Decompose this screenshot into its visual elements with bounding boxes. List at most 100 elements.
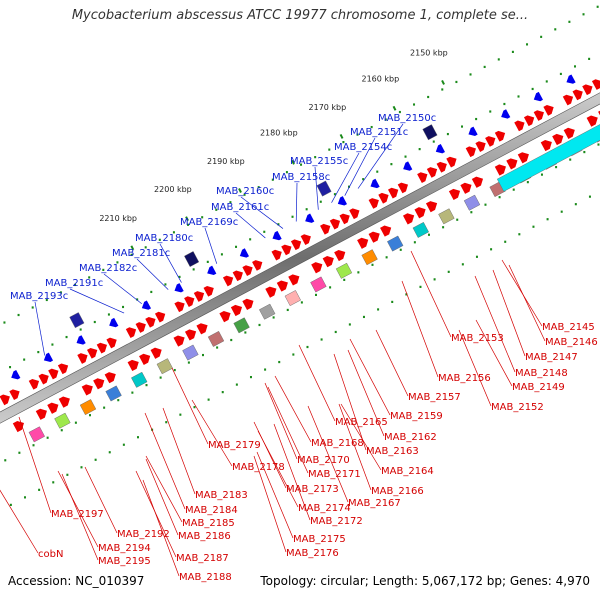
forward-gene — [154, 311, 166, 323]
tick-dot — [3, 321, 6, 324]
reverse-gene — [337, 196, 348, 206]
tick-dot — [376, 170, 379, 173]
tick-dot — [150, 290, 153, 294]
feature-block — [182, 344, 199, 361]
feature-block — [207, 331, 225, 347]
tick-dot — [526, 43, 529, 46]
tick-dot — [215, 208, 218, 211]
label-leader — [338, 403, 372, 491]
forward-gene — [552, 133, 564, 146]
gene-arrow — [468, 126, 478, 136]
features-layer — [0, 74, 600, 443]
tick-dot — [263, 230, 266, 233]
label-leader — [162, 407, 196, 495]
forward-gene — [465, 146, 476, 158]
tick-dot — [193, 406, 196, 409]
forward-gene-label: MAB_2187 — [176, 553, 229, 564]
tick-dot — [45, 298, 48, 302]
major-tick — [238, 188, 242, 193]
tick-dot — [385, 256, 388, 259]
gene-arrow — [514, 120, 525, 132]
reverse-gene — [11, 369, 21, 380]
tick-dot — [286, 308, 289, 312]
reverse-gene-label: MAB_2150c — [378, 113, 436, 124]
forward-gene — [402, 213, 415, 225]
tick-dot — [399, 248, 402, 251]
forward-gene — [533, 110, 544, 121]
gene-arrow — [9, 389, 20, 401]
forward-gene — [448, 188, 461, 201]
tick-dot — [441, 88, 444, 91]
forward-gene — [9, 389, 20, 401]
tick-dot — [235, 383, 238, 386]
feature-block — [131, 371, 148, 388]
tick-dot — [117, 399, 120, 402]
forward-gene — [271, 249, 282, 261]
gene-arrow — [81, 384, 93, 396]
forward-gene — [135, 322, 146, 333]
forward-gene-label: MAB_2148 — [515, 368, 568, 379]
tick-dot — [540, 35, 543, 38]
forward-gene — [436, 161, 447, 173]
tick-dot — [504, 240, 507, 243]
tick-dot — [413, 241, 416, 244]
forward-gene — [494, 130, 506, 142]
forward-gene — [230, 304, 243, 317]
gene-arrow — [370, 178, 380, 189]
tick-dot — [305, 208, 308, 211]
forward-gene-label: MAB_2197 — [51, 509, 104, 520]
forward-gene — [38, 373, 49, 385]
label-leader — [274, 375, 312, 443]
gene-arrow — [57, 363, 69, 375]
labels-layer: MAB_2150c MAB_2151c MAB_2154c MAB_2155c MAB_… — [10, 113, 598, 583]
tick-dot — [221, 391, 224, 394]
forward-gene — [562, 94, 574, 106]
forward-gene — [193, 291, 205, 302]
forward-gene — [58, 396, 70, 408]
gene-arrow — [145, 316, 156, 328]
feature-block — [438, 208, 455, 225]
forward-gene-label: MAB_2165 — [335, 417, 388, 428]
forward-gene — [139, 353, 151, 365]
gene-arrow — [563, 127, 575, 139]
tick-dot — [108, 451, 111, 454]
tick-dot — [258, 323, 261, 327]
label-leader — [204, 227, 218, 264]
tick-dot — [518, 233, 521, 236]
tick-dot — [103, 406, 106, 409]
gene-arrow — [368, 231, 380, 243]
feature-block — [182, 344, 199, 361]
label-leader — [18, 416, 52, 514]
forward-gene — [81, 384, 93, 396]
forward-gene — [290, 239, 302, 251]
gene-arrow — [414, 207, 426, 219]
feature-block — [79, 399, 97, 416]
gene-arrow — [174, 283, 184, 293]
tick-dot — [582, 13, 585, 16]
tick-dot — [497, 58, 500, 61]
tick-dot — [588, 195, 591, 198]
tick-dot — [540, 173, 543, 176]
label-leader — [314, 166, 319, 210]
gene-arrow — [523, 115, 535, 127]
gene-arrow — [562, 94, 574, 106]
tick-dot — [490, 248, 493, 251]
tick-dot — [418, 148, 421, 151]
forward-gene-label: MAB_2175 — [293, 534, 346, 545]
tick-dot — [545, 80, 548, 83]
summary-text: Topology: circular; Length: 5,067,172 bp… — [260, 574, 590, 588]
label-leader — [410, 250, 452, 338]
tick-dot — [178, 275, 181, 279]
gene-arrow — [378, 192, 389, 204]
gene-arrow — [494, 164, 506, 176]
tick-dot — [328, 148, 331, 151]
tick-label: 2200 kbp — [154, 185, 192, 194]
tick-dot — [249, 238, 252, 241]
label-leader — [357, 123, 404, 189]
label-leader — [298, 344, 336, 422]
label-leader — [0, 489, 39, 554]
gene-arrow — [222, 275, 234, 287]
tick-dot — [377, 308, 380, 311]
feature-block — [28, 426, 45, 443]
